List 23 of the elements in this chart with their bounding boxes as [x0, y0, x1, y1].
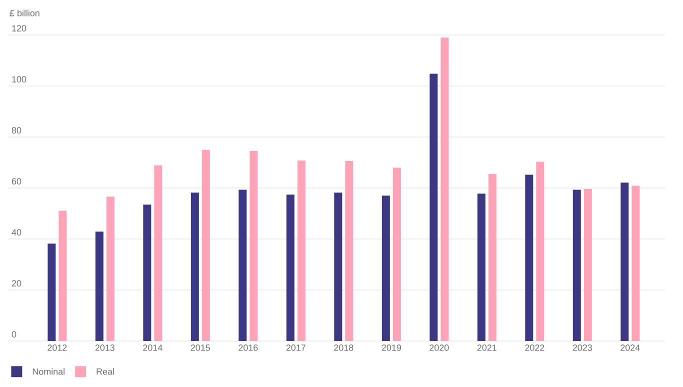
x-tick-label: 2019: [382, 344, 401, 351]
y-tick-label: 0: [12, 331, 16, 338]
x-tick-label: 2021: [477, 344, 496, 351]
x-tick-label: 2012: [48, 344, 67, 351]
y-tick-label: 20: [12, 280, 22, 286]
x-tick-label: 2015: [190, 344, 210, 351]
x-tick-label: 2024: [620, 344, 640, 351]
y-axis-title: £ billion: [10, 10, 40, 16]
legend-label: Real: [96, 368, 114, 375]
x-tick-label: 2016: [238, 344, 258, 351]
x-tick-label: 2023: [572, 344, 592, 351]
x-tick-label: 2018: [334, 344, 354, 351]
y-tick-label: 40: [12, 229, 22, 236]
y-tick-label: 80: [12, 127, 22, 134]
legend-label: Nominal: [32, 368, 64, 375]
x-tick-label: 2013: [95, 344, 115, 351]
y-tick-label: 120: [12, 25, 26, 32]
y-tick-label: 60: [12, 178, 22, 184]
x-tick-label: 2020: [430, 344, 449, 351]
x-tick-label: 2014: [143, 344, 162, 351]
x-tick-label: 2022: [525, 344, 544, 351]
x-tick-label: 2017: [286, 344, 306, 351]
y-tick-label: 100: [12, 76, 26, 82]
